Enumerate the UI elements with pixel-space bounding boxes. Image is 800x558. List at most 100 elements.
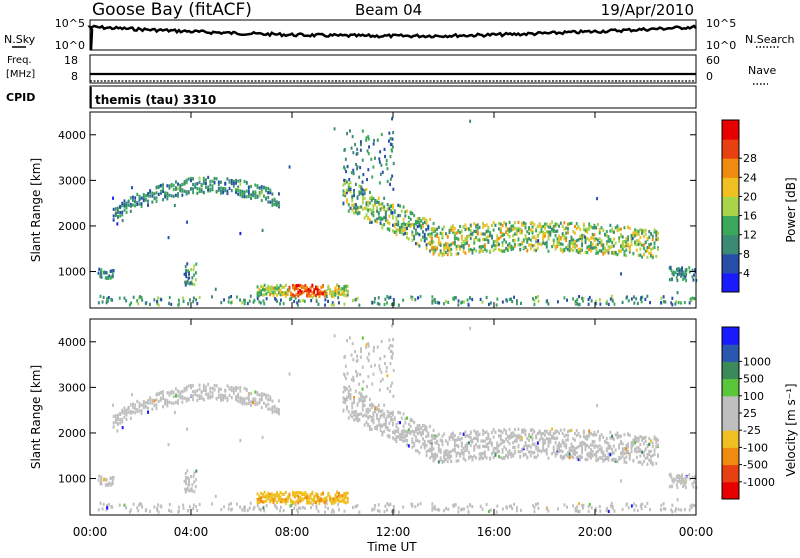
power-cell bbox=[325, 292, 328, 296]
power-cell bbox=[526, 238, 529, 242]
power-cell bbox=[563, 296, 566, 300]
velocity-cell bbox=[595, 450, 598, 454]
velocity-cell bbox=[345, 495, 347, 499]
power-cell bbox=[359, 148, 362, 152]
power-cell bbox=[377, 196, 380, 200]
velocity-cell bbox=[425, 444, 428, 448]
velocity-cell bbox=[650, 461, 652, 465]
power-cell bbox=[379, 207, 382, 211]
velocity-cell bbox=[588, 434, 591, 438]
power-cell bbox=[276, 299, 279, 303]
power-cell bbox=[341, 287, 344, 291]
x-tick-label: 16:00 bbox=[477, 525, 512, 539]
power-cell bbox=[283, 292, 286, 296]
power-cell bbox=[330, 303, 333, 307]
power-cell bbox=[575, 249, 578, 253]
velocity-cell bbox=[404, 429, 407, 434]
velocity-cell bbox=[241, 399, 244, 403]
velocity-cell bbox=[307, 497, 310, 501]
power-cell bbox=[175, 180, 177, 184]
power-cell bbox=[455, 244, 458, 248]
power-cell bbox=[406, 232, 408, 236]
power-cell bbox=[581, 237, 583, 241]
velocity-cell bbox=[468, 435, 470, 439]
velocity-cell bbox=[584, 457, 587, 461]
power-cell bbox=[232, 184, 235, 188]
velocity-cell bbox=[595, 433, 598, 437]
power-cell bbox=[239, 193, 242, 197]
velocity-cell bbox=[485, 430, 488, 434]
velocity-cell bbox=[147, 399, 149, 403]
power-cell bbox=[190, 280, 193, 284]
power-cell bbox=[492, 221, 495, 225]
power-cell bbox=[567, 231, 569, 235]
velocity-cell bbox=[487, 446, 490, 450]
power-cell bbox=[556, 245, 559, 249]
power-cell bbox=[607, 235, 610, 239]
power-cell bbox=[404, 228, 407, 232]
velocity-cell bbox=[508, 434, 511, 438]
velocity-cell bbox=[140, 503, 143, 507]
power-cell bbox=[356, 205, 359, 210]
power-cell bbox=[345, 288, 347, 292]
velocity-cell bbox=[540, 432, 543, 436]
power-cell bbox=[475, 225, 477, 229]
power-cell bbox=[270, 291, 273, 296]
velocity-cell bbox=[452, 435, 454, 439]
velocity-cell bbox=[447, 507, 450, 511]
velocity-cell bbox=[567, 434, 569, 438]
velocity-cell bbox=[664, 507, 667, 511]
cpid-strip-frame bbox=[89, 85, 697, 109]
power-cell bbox=[462, 244, 465, 248]
power-cell bbox=[516, 302, 518, 306]
velocity-cell bbox=[511, 506, 514, 511]
velocity-cell bbox=[243, 386, 246, 390]
power-cell bbox=[463, 300, 465, 304]
power-cell bbox=[432, 252, 435, 256]
velocity-cell bbox=[612, 457, 615, 461]
power-cell bbox=[372, 204, 375, 208]
power-cell bbox=[351, 195, 354, 199]
power-cell bbox=[554, 234, 557, 238]
velocity-cell bbox=[609, 436, 612, 440]
velocity-cell bbox=[685, 479, 688, 484]
power-cell bbox=[256, 285, 259, 289]
power-cell bbox=[630, 297, 633, 301]
velocity-cell bbox=[586, 434, 589, 438]
velocity-cell bbox=[166, 401, 169, 405]
power-cell bbox=[297, 299, 300, 303]
velocity-cell bbox=[246, 508, 249, 513]
power-cell bbox=[483, 232, 486, 236]
velocity-cell bbox=[459, 437, 462, 442]
x-tick-label: 08:00 bbox=[275, 525, 310, 539]
power-cell bbox=[390, 209, 393, 213]
velocity-cell bbox=[343, 492, 346, 496]
power-cell bbox=[413, 234, 416, 239]
power-cell bbox=[526, 240, 529, 244]
power-cell bbox=[114, 210, 117, 214]
power-cell bbox=[194, 278, 197, 282]
power-cell bbox=[597, 251, 599, 255]
power-cell bbox=[356, 167, 358, 171]
velocity-cell bbox=[436, 441, 439, 445]
velocity-cell bbox=[416, 449, 419, 453]
velocity-cell bbox=[425, 429, 428, 433]
power-cell bbox=[198, 295, 201, 299]
velocity-cell bbox=[151, 407, 154, 411]
power-cell bbox=[123, 296, 126, 300]
velocity-cell bbox=[469, 326, 472, 330]
power-cell bbox=[464, 242, 467, 246]
velocity-cell bbox=[280, 505, 282, 509]
power-cell bbox=[274, 297, 276, 301]
power-cell bbox=[485, 237, 488, 241]
power-cell bbox=[170, 194, 173, 198]
velocity-colorbar-label: Velocity [m s⁻¹] bbox=[784, 383, 798, 476]
velocity-cell bbox=[247, 393, 250, 397]
velocity-cell bbox=[676, 498, 679, 502]
velocity-cell bbox=[479, 504, 482, 508]
velocity-cell bbox=[392, 430, 394, 434]
velocity-cell bbox=[194, 389, 197, 393]
power-cell bbox=[202, 180, 205, 184]
velocity-cell bbox=[369, 403, 371, 407]
power-cell bbox=[559, 236, 562, 240]
